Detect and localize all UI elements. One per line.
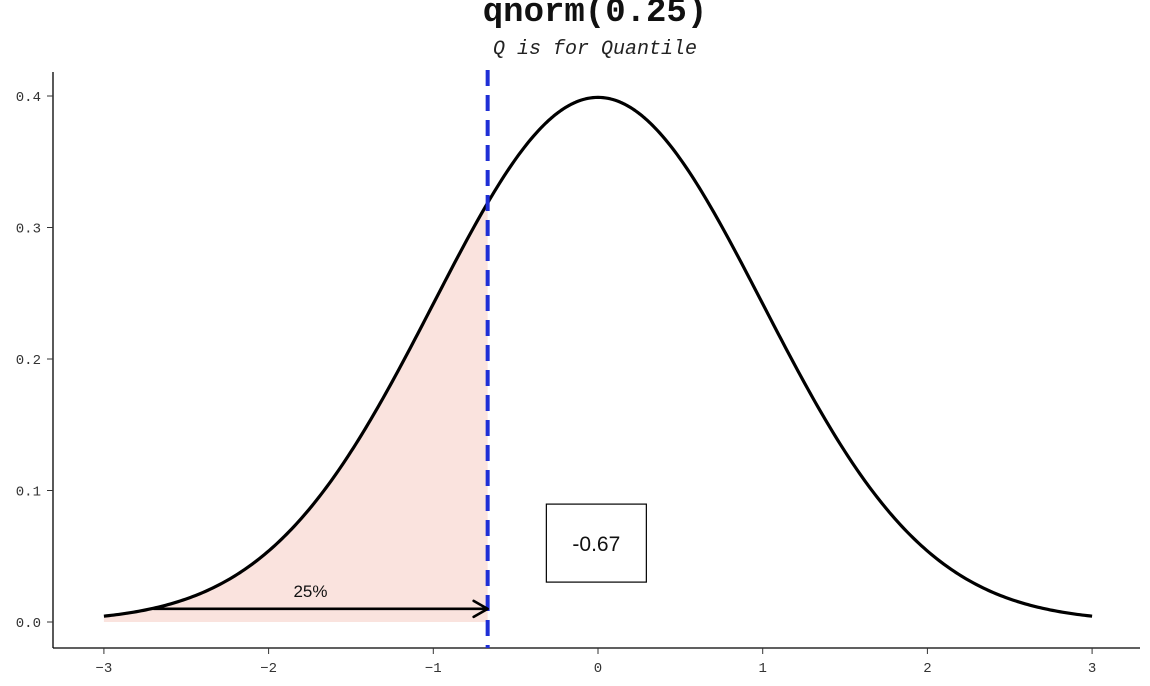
x-tick-label: −1	[425, 661, 442, 677]
y-tick-label: 0.4	[16, 90, 41, 106]
x-tick-label: −3	[95, 661, 112, 677]
x-tick-label: 3	[1088, 661, 1096, 677]
density-curve	[103, 95, 1093, 618]
shaded-area	[103, 202, 488, 623]
y-tick-label: 0.3	[16, 222, 41, 238]
y-tick-label: 0.1	[16, 485, 41, 501]
arrow-head-icon	[472, 599, 489, 619]
x-tick-label: 0	[594, 661, 602, 677]
value-box	[545, 503, 647, 583]
y-tick-label: 0.0	[16, 616, 41, 632]
x-tick-label: 1	[758, 661, 766, 677]
chart-subtitle: Q is for Quantile	[492, 38, 698, 61]
chart-title: qnorm(0.25)	[482, 0, 708, 32]
y-tick-label: 0.2	[16, 353, 41, 369]
value-box-label: -0.67	[572, 533, 620, 556]
x-tick-label: 2	[923, 661, 931, 677]
arrow-label: 25%	[293, 582, 327, 601]
x-tick-label: −2	[260, 661, 277, 677]
